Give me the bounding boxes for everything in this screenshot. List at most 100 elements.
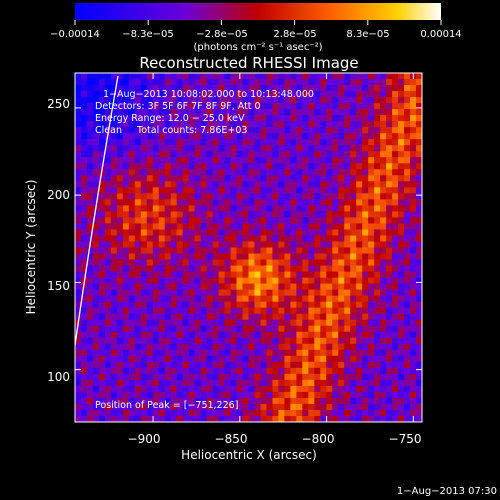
heatmap-cell <box>254 277 262 285</box>
heatmap-cell <box>332 403 339 411</box>
heatmap-cell <box>200 265 208 273</box>
heatmap-cell <box>206 277 214 285</box>
heatmap-cell <box>188 229 196 237</box>
heatmap-cell <box>362 223 369 231</box>
heatmap-cell <box>92 121 100 128</box>
heatmap-cell <box>75 253 82 261</box>
heatmap-cell <box>290 283 297 291</box>
heatmap-cell <box>356 349 363 357</box>
heatmap-cell <box>392 325 399 333</box>
heatmap-cell <box>98 307 106 315</box>
heatmap-cell <box>170 247 178 255</box>
heatmap-cell <box>182 211 190 219</box>
heatmap-cell <box>314 343 321 351</box>
heatmap-cell <box>80 181 88 188</box>
heatmap-cell <box>338 373 345 381</box>
heatmap-cell <box>326 163 333 170</box>
heatmap-cell <box>122 229 130 237</box>
heatmap-cell <box>326 271 333 279</box>
heatmap-cell <box>110 85 118 92</box>
heatmap-cell <box>356 103 363 110</box>
heatmap-cell <box>296 331 303 339</box>
heatmap-cell <box>314 79 321 86</box>
heatmap-cell <box>242 385 250 393</box>
heatmap-cell <box>416 415 422 422</box>
heatmap-cell <box>254 91 262 98</box>
heatmap-cell <box>368 85 375 92</box>
heatmap-cell <box>122 337 130 345</box>
heatmap-cell <box>158 271 166 279</box>
heatmap-cell <box>284 325 291 333</box>
heatmap-cell <box>332 79 339 86</box>
heatmap-cell <box>104 169 112 176</box>
heatmap-cell <box>278 169 285 176</box>
heatmap-cell <box>242 199 250 206</box>
heatmap-cell <box>75 415 82 422</box>
heatmap-cell <box>140 145 148 152</box>
heatmap-cell <box>272 85 280 92</box>
heatmap-cell <box>92 397 100 405</box>
heatmap-cell <box>374 91 381 98</box>
heatmap-cell <box>224 145 232 152</box>
heatmap-cell <box>308 223 315 231</box>
heatmap-cell <box>374 115 381 122</box>
heatmap-cell <box>194 289 202 297</box>
heatmap-cell <box>242 319 250 327</box>
heatmap-cell <box>320 277 327 285</box>
heatmap-cell <box>200 121 208 128</box>
heatmap-cell <box>212 181 220 188</box>
heatmap-cell <box>212 121 220 128</box>
heatmap-cell <box>356 85 363 92</box>
heatmap-cell <box>374 403 381 411</box>
heatmap-cell <box>362 169 369 176</box>
heatmap-cell <box>344 115 351 122</box>
heatmap-cell <box>200 247 208 255</box>
heatmap-cell <box>194 109 202 116</box>
heatmap-cell <box>386 289 393 297</box>
heatmap-cell <box>398 409 405 417</box>
heatmap-cell <box>272 385 280 393</box>
heatmap-cell <box>326 247 333 255</box>
heatmap-cell <box>260 121 268 128</box>
heatmap-cell <box>404 355 411 363</box>
heatmap-cell <box>290 235 297 243</box>
heatmap-cell <box>326 199 333 206</box>
heatmap-cell <box>278 295 285 303</box>
heatmap-cell <box>116 379 124 387</box>
heatmap-cell <box>104 265 112 273</box>
heatmap-cell <box>188 289 196 297</box>
heatmap-cell <box>248 289 256 297</box>
heatmap-cell <box>272 211 280 219</box>
heatmap-cell <box>326 415 333 422</box>
heatmap-cell <box>236 127 244 134</box>
heatmap-cell <box>182 331 190 339</box>
heatmap-cell <box>380 133 387 140</box>
heatmap-cell <box>230 277 238 285</box>
heatmap-cell <box>134 193 142 200</box>
heatmap-cell <box>272 355 280 363</box>
heatmap-cell <box>158 157 166 164</box>
heatmap-cell <box>146 373 154 381</box>
heatmap-cell <box>164 349 172 357</box>
heatmap-cell <box>92 247 100 255</box>
heatmap-cell <box>380 313 387 321</box>
heatmap-cell <box>410 343 417 351</box>
heatmap-cell <box>404 331 411 339</box>
heatmap-cell <box>380 331 387 339</box>
heatmap-cell <box>116 313 124 321</box>
heatmap-cell <box>110 79 118 86</box>
heatmap-cell <box>200 115 208 122</box>
heatmap-cell <box>416 385 422 393</box>
heatmap-cell <box>212 235 220 243</box>
heatmap-cell <box>116 277 124 285</box>
heatmap-cell <box>200 97 208 104</box>
heatmap-cell <box>386 295 393 303</box>
heatmap-cell <box>392 265 399 273</box>
heatmap-cell <box>374 385 381 393</box>
heatmap-cell <box>398 295 405 303</box>
heatmap-cell <box>86 205 94 212</box>
heatmap-cell <box>116 157 124 164</box>
heatmap-cell <box>170 385 178 393</box>
heatmap-cell <box>75 169 82 176</box>
heatmap-cell <box>206 133 214 140</box>
